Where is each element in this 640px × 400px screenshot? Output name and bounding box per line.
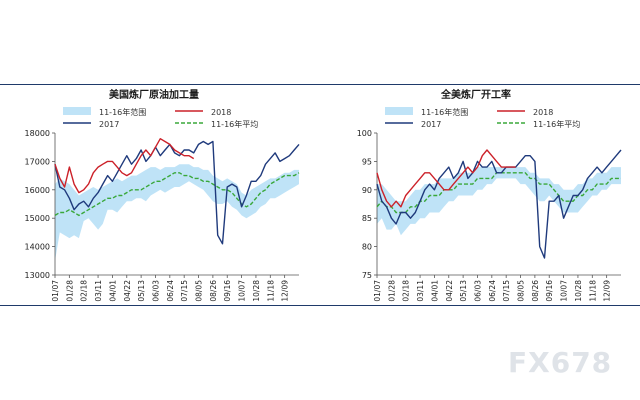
x-tick-label: 10/28 xyxy=(574,280,583,302)
x-tick-label: 01/28 xyxy=(387,280,396,302)
y-tick-label: 13000 xyxy=(25,271,50,280)
x-tick-label: 04/01 xyxy=(430,280,439,302)
x-tick-label: 08/26 xyxy=(209,280,218,302)
legend-2017-label: 2017 xyxy=(421,120,441,129)
legend-range-swatch xyxy=(63,107,91,115)
chart-svg-left: 美国炼厂原油加工量 11-16年范围 2018 2017 11-16年平均 13000 14… xyxy=(25,88,300,302)
legend-avg-label: 11-16年平均 xyxy=(211,119,258,129)
series-2018-line xyxy=(54,138,195,194)
x-tick-label: 11/18 xyxy=(266,280,275,302)
x-tick-label: 07/15 xyxy=(502,280,511,302)
x-tick-label: 03/11 xyxy=(416,280,425,302)
watermark-logo: FX678 xyxy=(508,346,613,379)
y-tick-label: 100 xyxy=(357,129,372,138)
y-tick-label: 18000 xyxy=(25,129,50,138)
x-tick-label: 08/05 xyxy=(517,280,526,302)
legend-2018-label: 2018 xyxy=(533,108,553,117)
series-average-line xyxy=(54,172,300,217)
chart-utilization-rate: 全美炼厂开工率 11-16年范围 2018 2017 11-16年平均 75 80 85 90 9… xyxy=(325,84,627,306)
x-tick-label: 12/09 xyxy=(281,280,290,302)
x-tick-label: 05/13 xyxy=(137,280,146,302)
y-tick-label: 15000 xyxy=(25,214,50,223)
y-tick-label: 16000 xyxy=(25,186,50,195)
chart-title: 美国炼厂原油加工量 xyxy=(109,88,199,101)
range-band xyxy=(55,164,299,261)
chart-svg-right: 全美炼厂开工率 11-16年范围 2018 2017 11-16年平均 75 80 85 90 9… xyxy=(357,88,622,302)
x-tick-label: 08/05 xyxy=(195,280,204,302)
x-tick-label: 06/03 xyxy=(473,280,482,302)
x-tick-label: 06/24 xyxy=(488,280,497,302)
x-tick-label: 01/28 xyxy=(65,280,74,302)
chart-title: 全美炼厂开工率 xyxy=(440,88,511,101)
x-tick-label: 07/15 xyxy=(180,280,189,302)
y-tick-label: 17000 xyxy=(25,157,50,166)
legend-2017-label: 2017 xyxy=(99,120,119,129)
bottom-rule xyxy=(0,305,640,306)
series-2017-line xyxy=(54,140,300,245)
legend-range-label: 11-16年范围 xyxy=(421,107,468,117)
x-tick-label: 04/22 xyxy=(445,280,454,302)
series-2018-line xyxy=(376,149,516,208)
series-2017-line xyxy=(376,149,622,259)
x-tick-label: 10/28 xyxy=(252,280,261,302)
x-tick-label: 10/07 xyxy=(560,280,569,302)
legend-range-label: 11-16年范围 xyxy=(99,107,146,117)
range-band xyxy=(377,167,621,236)
legend-2018-label: 2018 xyxy=(211,108,231,117)
x-tick-label: 12/09 xyxy=(603,280,612,302)
top-rule xyxy=(0,84,640,85)
y-tick-label: 75 xyxy=(362,271,372,280)
x-tick-label: 09/16 xyxy=(545,280,554,302)
x-tick-label: 01/07 xyxy=(51,280,60,302)
x-tick-label: 02/18 xyxy=(402,280,411,302)
x-tick-label: 06/24 xyxy=(166,280,175,302)
x-tick-label: 05/13 xyxy=(459,280,468,302)
x-tick-label: 03/11 xyxy=(94,280,103,302)
x-tick-label: 04/22 xyxy=(123,280,132,302)
y-tick-label: 85 xyxy=(362,214,372,223)
x-tick-label: 01/07 xyxy=(373,280,382,302)
x-tick-label: 04/01 xyxy=(108,280,117,302)
y-tick-label: 95 xyxy=(362,157,372,166)
x-tick-label: 10/07 xyxy=(238,280,247,302)
x-tick-label: 11/18 xyxy=(588,280,597,302)
x-tick-label: 09/16 xyxy=(223,280,232,302)
chart-refinery-input: 美国炼厂原油加工量 11-16年范围 2018 2017 11-16年平均 13000 14… xyxy=(3,84,305,306)
legend-range-swatch xyxy=(385,107,413,115)
y-tick-label: 14000 xyxy=(25,243,50,252)
x-tick-label: 08/26 xyxy=(531,280,540,302)
y-tick-label: 80 xyxy=(362,243,372,252)
x-tick-label: 06/03 xyxy=(151,280,160,302)
y-tick-label: 90 xyxy=(362,186,372,195)
legend-avg-label: 11-16年平均 xyxy=(533,119,580,129)
x-tick-label: 02/18 xyxy=(80,280,89,302)
